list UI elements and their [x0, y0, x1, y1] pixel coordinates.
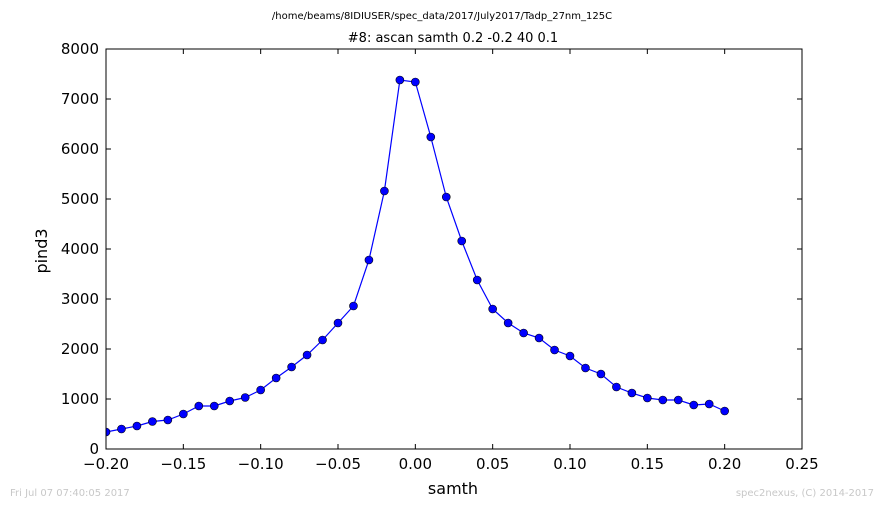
y-tick-label: 8000	[61, 40, 99, 58]
x-tick-label: −0.05	[315, 455, 361, 473]
x-tick-label: 0.00	[399, 455, 432, 473]
x-tick-label: 0.15	[631, 455, 664, 473]
footer-timestamp: Fri Jul 07 07:40:05 2017	[10, 488, 130, 499]
x-axis-label: samth	[428, 479, 478, 498]
data-point	[117, 424, 126, 434]
series-0	[106, 75, 729, 437]
data-point	[627, 388, 637, 398]
series-line	[106, 79, 725, 433]
y-tick-label: 3000	[61, 290, 99, 308]
y-tick-label: 2000	[61, 340, 99, 358]
x-tick-label: 0.10	[553, 455, 586, 473]
y-tick-label: 6000	[61, 140, 99, 158]
data-point	[364, 255, 374, 265]
y-tick-label: 5000	[61, 190, 99, 208]
data-point	[106, 427, 111, 437]
data-point	[488, 304, 497, 314]
data-point	[302, 350, 312, 360]
footer-credit: spec2nexus, (C) 2014-2017	[735, 488, 874, 499]
data-point	[318, 335, 327, 345]
data-point	[163, 415, 173, 425]
data-point	[179, 409, 188, 419]
data-point	[194, 401, 204, 411]
data-point	[457, 236, 467, 246]
chart-suptitle: /home/beams/8IDIUSER/spec_data/2017/July…	[272, 11, 612, 22]
data-point	[643, 393, 652, 403]
data-point	[271, 373, 281, 383]
data-point	[426, 132, 436, 142]
data-point	[349, 301, 358, 311]
x-tick-label: −0.20	[83, 455, 129, 473]
data-point	[441, 192, 451, 202]
data-point	[720, 406, 729, 416]
data-point	[287, 362, 296, 372]
data-point	[132, 421, 142, 431]
data-point	[148, 417, 157, 426]
data-point	[581, 363, 590, 373]
data-point	[596, 369, 606, 379]
data-point	[256, 385, 265, 395]
data-point	[673, 395, 683, 405]
y-tick-label: 4000	[61, 240, 99, 258]
data-point	[240, 393, 250, 402]
x-tick-label: −0.10	[238, 455, 284, 473]
y-tick-label: 0	[89, 440, 99, 458]
y-tick-label: 1000	[61, 390, 99, 408]
plot-area	[106, 75, 729, 437]
axis-ticks: −0.20 −0.15 −0.10 −0.05 0.00 0.05 0.10 0.15 0.20…	[61, 40, 819, 473]
data-point	[612, 382, 621, 392]
y-tick-label: 7000	[61, 90, 99, 108]
x-tick-label: 0.25	[785, 455, 818, 473]
data-point	[704, 399, 714, 409]
data-point	[225, 396, 235, 406]
data-point	[519, 328, 528, 338]
x-tick-label: −0.15	[160, 455, 206, 473]
data-point	[395, 75, 405, 85]
data-point	[550, 345, 559, 355]
y-axis-label: pind3	[32, 228, 51, 273]
data-point	[411, 77, 420, 87]
data-point	[333, 318, 343, 328]
data-point	[565, 351, 575, 361]
plot-frame	[105, 48, 803, 450]
x-tick-label: 0.05	[476, 455, 509, 473]
chart-title: #8: ascan samth 0.2 -0.2 40 0.1	[348, 31, 558, 46]
data-point	[380, 186, 389, 196]
data-point	[472, 275, 482, 285]
data-point	[534, 333, 544, 343]
data-point	[209, 401, 219, 411]
data-point	[658, 395, 668, 405]
x-tick-label: 0.20	[708, 455, 741, 473]
data-point	[503, 318, 513, 328]
data-point	[689, 400, 699, 410]
